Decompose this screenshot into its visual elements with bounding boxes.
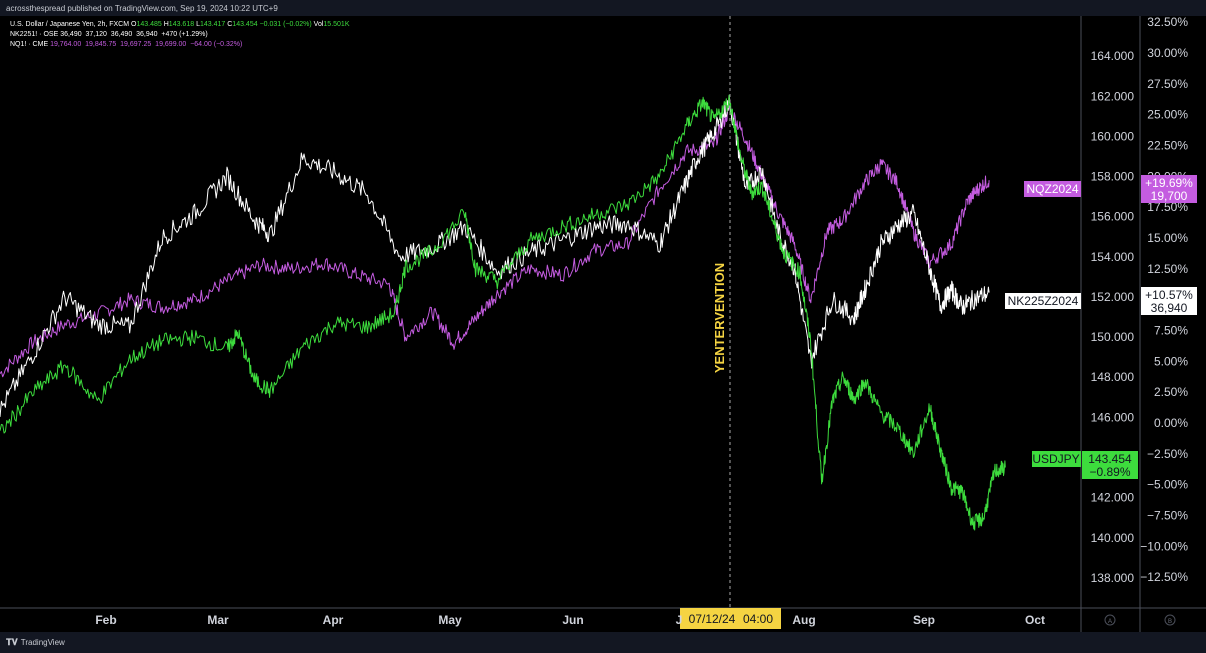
legend-usdjpy-name: U.S. Dollar / Japanese Yen, 2h, FXCM <box>10 21 130 28</box>
legend-nq-values: 19,764.00 19,845.75 19,697.25 19,699.00 … <box>50 41 243 48</box>
nk225z2024-name-label: NK225Z2024 <box>1008 294 1079 308</box>
tradingview-brand[interactable]: 𝐓𝐕 TradingView <box>6 638 65 648</box>
legend-usdjpy-close-label: C <box>227 21 233 28</box>
tradingview-brand-label: TradingView <box>20 638 65 647</box>
yentervention-annotation: YENTERVENTION <box>712 263 727 373</box>
percent-tick-label: −10.00% <box>1140 539 1188 553</box>
month-tick-label: Mar <box>207 613 229 627</box>
percent-tick-label: −2.50% <box>1147 447 1188 461</box>
price-tick-label: 148.000 <box>1091 370 1135 384</box>
published-by-caption: acrossthespread published on TradingView… <box>6 4 278 13</box>
usdjpy-name-label: USDJPY <box>1032 452 1079 466</box>
month-tick-label: Apr <box>323 613 344 627</box>
nqz2024-change-label: 19,700 <box>1151 189 1188 203</box>
price-tick-label: 152.000 <box>1091 290 1135 304</box>
legend-row-usdjpy: U.S. Dollar / Japanese Yen, 2h, FXCM O14… <box>10 20 350 30</box>
legend-usdjpy-open: 143.485 <box>136 21 162 28</box>
corner-marker-circle <box>1164 614 1176 626</box>
legend-usdjpy-change: −0.031 (−0.02%) <box>259 21 312 28</box>
corner-marker-circle <box>1104 614 1116 626</box>
nqz2024-value-label: +19.69% <box>1145 176 1193 190</box>
price-tick-label: 158.000 <box>1091 170 1135 184</box>
percent-tick-label: 30.00% <box>1147 46 1188 60</box>
legend-usdjpy-close: 143.454 <box>232 21 258 28</box>
price-tick-label: 146.000 <box>1091 410 1135 424</box>
price-tick-label: 162.000 <box>1091 89 1135 103</box>
footer-bar <box>0 632 1206 653</box>
month-tick-label: Sep <box>913 613 935 627</box>
nk225z2024-line <box>0 95 990 417</box>
percent-tick-label: 5.00% <box>1154 354 1188 368</box>
legend-row-nk225: NK2251! · OSE 36,490 37,120 36,490 36,94… <box>10 30 350 40</box>
legend-nq-name: NQ1! · CME <box>10 41 49 48</box>
axis-separators <box>0 16 1206 632</box>
crosshair-date-label: 07/12/24 <box>689 612 736 626</box>
month-tick-label: Feb <box>95 613 116 627</box>
percent-tick-label: 2.50% <box>1154 385 1188 399</box>
percent-tick-label: 15.00% <box>1147 231 1188 245</box>
price-chart[interactable]: 07/12/24 04:00 YENTERVENTION 164.000 162.00… <box>0 16 1206 632</box>
usdjpy-change-label: −0.89% <box>1089 465 1130 479</box>
nk225z2024-value-badge <box>1141 287 1197 315</box>
percent-tick-label: 17.50% <box>1147 200 1188 214</box>
nqz2024-name-label: NQZ2024 <box>1026 182 1078 196</box>
month-tick-label: May <box>438 613 462 627</box>
price-tick-label: 142.000 <box>1091 491 1135 505</box>
price-tick-label: 150.000 <box>1091 330 1135 344</box>
legend-nk225-name: NK2251! · OSE <box>10 31 59 38</box>
legend-usdjpy-low: 143.417 <box>199 21 226 28</box>
price-tick-label: 164.000 <box>1091 49 1135 63</box>
series-legend: U.S. Dollar / Japanese Yen, 2h, FXCM O14… <box>10 20 350 50</box>
axis-layer: 164.000 162.000 160.000 158.000 156.000 154.0… <box>95 16 1188 627</box>
nqz2024-line <box>0 105 990 378</box>
corner-marker-label: A <box>1108 619 1112 625</box>
tradingview-logo-icon: 𝐓𝐕 <box>6 638 18 648</box>
usdjpy-name-box <box>1032 451 1081 467</box>
price-tick-label: 160.000 <box>1091 129 1135 143</box>
price-tick-label: 154.000 <box>1091 250 1135 264</box>
annotation-layer: 07/12/24 04:00 YENTERVENTION <box>680 16 781 629</box>
legend-nk225-values: 36,490 37,120 36,490 36,940 +470 (+1.29%… <box>60 31 208 38</box>
usdjpy-value-label: 143.454 <box>1088 452 1132 466</box>
legend-usdjpy-high-label: H <box>163 21 169 28</box>
legend-usdjpy-open-label: O <box>131 21 137 28</box>
legend-usdjpy-vol-label: Vol <box>313 21 324 28</box>
legend-usdjpy-low-label: L <box>196 21 200 28</box>
price-tick-label: 140.000 <box>1091 531 1135 545</box>
month-tick-label: Oct <box>1025 613 1045 627</box>
percent-tick-label: −5.00% <box>1147 478 1188 492</box>
percent-tick-label: 27.50% <box>1147 77 1188 91</box>
legend-usdjpy-high: 143.618 <box>168 21 195 28</box>
percent-tick-label: −7.50% <box>1147 509 1188 523</box>
nqz2024-name-box <box>1024 181 1081 197</box>
nk225z2024-name-box <box>1005 293 1081 309</box>
percent-tick-label: 7.50% <box>1154 324 1188 338</box>
nk225z2024-value-label: +10.57% <box>1145 288 1193 302</box>
series-layer <box>0 94 1006 531</box>
nk225z2024-change-label: 36,940 <box>1151 301 1188 315</box>
usdjpy-value-badge <box>1082 451 1138 479</box>
series-labels: NQZ2024 +19.69%19,700 NK225Z2024 +10.57%36,… <box>1005 175 1197 479</box>
month-tick-label: Jun <box>562 613 583 627</box>
percent-tick-label: 22.50% <box>1147 139 1188 153</box>
chart-area[interactable] <box>0 16 1206 632</box>
month-tick-label: Aug <box>792 613 815 627</box>
crosshair-date-box <box>680 608 781 629</box>
percent-tick-label: 0.00% <box>1154 416 1188 430</box>
percent-tick-label: 25.00% <box>1147 108 1188 122</box>
percent-tick-label: 12.50% <box>1147 262 1188 276</box>
price-tick-label: 138.000 <box>1091 571 1135 585</box>
percent-tick-label: 32.50% <box>1147 16 1188 29</box>
nqz2024-value-badge <box>1141 175 1197 203</box>
month-tick-label: J <box>676 613 683 627</box>
legend-usdjpy-vol: 15.501K <box>323 21 350 28</box>
price-tick-label: 156.000 <box>1091 210 1135 224</box>
crosshair-time-label: 04:00 <box>743 612 773 626</box>
corner-marker-label: B <box>1168 619 1172 625</box>
usdjpy-line <box>0 94 1006 531</box>
legend-row-nq: NQ1! · CME 19,764.00 19,845.75 19,697.25… <box>10 40 350 50</box>
percent-tick-label: −12.50% <box>1140 570 1188 584</box>
